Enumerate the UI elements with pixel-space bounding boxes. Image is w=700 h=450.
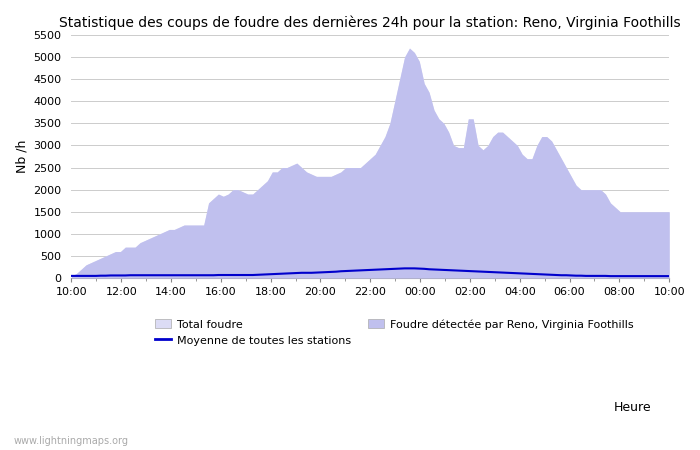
Legend: Total foudre, Moyenne de toutes les stations, Foudre détectée par Reno, Virginia: Total foudre, Moyenne de toutes les stat…: [155, 319, 634, 346]
Text: www.lightningmaps.org: www.lightningmaps.org: [14, 436, 129, 446]
Text: Heure: Heure: [613, 401, 651, 414]
Title: Statistique des coups de foudre des dernières 24h pour la station: Reno, Virgini: Statistique des coups de foudre des dern…: [60, 15, 681, 30]
Y-axis label: Nb /h: Nb /h: [15, 140, 28, 173]
